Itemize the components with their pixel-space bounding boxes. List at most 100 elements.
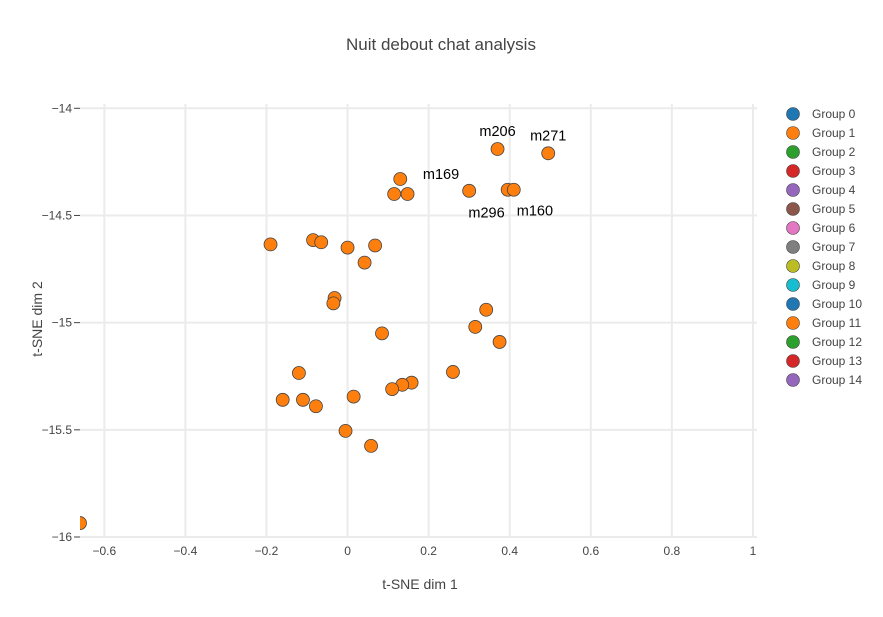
- x-tick-label: 0.2: [420, 544, 437, 558]
- scatter-point[interactable]: [462, 183, 477, 198]
- legend-label: Group 9: [812, 278, 856, 292]
- y-axis-title: t-SNE dim 2: [29, 281, 45, 357]
- scatter-point[interactable]: [400, 187, 415, 201]
- legend-marker: [786, 240, 800, 254]
- legend-item[interactable]: Group 12: [786, 335, 863, 349]
- y-tick-label: −14.5: [42, 208, 73, 222]
- legend-item[interactable]: Group 9: [786, 278, 856, 292]
- data-points: [74, 142, 556, 530]
- scatter-point[interactable]: [385, 382, 400, 396]
- x-tick-label: 0.4: [501, 544, 518, 558]
- legend[interactable]: Group 0 Group 1 Group 2 Group 3 Group 4 Group…: [786, 107, 863, 387]
- scatter-point[interactable]: [314, 235, 329, 250]
- legend-item[interactable]: Group 4: [786, 183, 856, 197]
- x-tick-label: 0.6: [582, 544, 599, 558]
- scatter-point[interactable]: [490, 142, 505, 156]
- legend-marker: [786, 259, 800, 273]
- scatter-point[interactable]: [346, 389, 361, 404]
- scatter-point[interactable]: [74, 516, 87, 530]
- x-tick-label: −0.6: [92, 544, 116, 558]
- legend-label: Group 6: [812, 221, 856, 235]
- scatter-point[interactable]: [492, 335, 507, 349]
- legend-item[interactable]: Group 6: [786, 221, 856, 235]
- legend-label: Group 12: [812, 335, 862, 349]
- y-tick-label: −14: [52, 101, 73, 115]
- point-annotation: m160: [517, 204, 553, 220]
- scatter-point[interactable]: [338, 423, 353, 438]
- legend-label: Group 1: [812, 126, 856, 140]
- scatter-point[interactable]: [387, 187, 402, 201]
- scatter-point[interactable]: [326, 296, 341, 311]
- scatter-point[interactable]: [393, 172, 408, 186]
- scatter-point[interactable]: [375, 326, 389, 341]
- x-tick-label: 1: [750, 544, 757, 558]
- legend-marker: [786, 202, 800, 216]
- legend-item[interactable]: Group 8: [786, 259, 856, 273]
- legend-item[interactable]: Group 5: [786, 202, 856, 216]
- scatter-point[interactable]: [275, 392, 290, 407]
- scatter-point[interactable]: [468, 320, 483, 334]
- x-tick-label: −0.4: [174, 544, 198, 558]
- legend-label: Group 8: [812, 259, 856, 273]
- legend-item[interactable]: Group 7: [786, 240, 856, 254]
- legend-item[interactable]: Group 2: [786, 145, 856, 159]
- legend-label: Group 4: [812, 183, 856, 197]
- y-tick-label: −16: [52, 530, 73, 544]
- legend-marker: [786, 373, 800, 387]
- scatter-point[interactable]: [368, 238, 383, 253]
- legend-label: Group 10: [812, 297, 862, 311]
- legend-marker: [786, 126, 800, 140]
- legend-label: Group 14: [812, 373, 862, 387]
- legend-marker: [786, 107, 800, 121]
- scatter-point[interactable]: [263, 237, 278, 252]
- scatter-point[interactable]: [506, 182, 521, 197]
- legend-marker: [786, 145, 800, 159]
- x-axis-title: t-SNE dim 1: [382, 576, 458, 592]
- legend-item[interactable]: Group 3: [786, 164, 856, 178]
- scatter-point[interactable]: [340, 240, 355, 255]
- scatter-point[interactable]: [309, 399, 323, 414]
- legend-marker: [786, 297, 800, 311]
- point-annotation: m271: [530, 128, 566, 144]
- legend-marker: [786, 164, 800, 178]
- legend-label: Group 0: [812, 107, 856, 121]
- legend-item[interactable]: Group 10: [786, 297, 863, 311]
- legend-label: Group 2: [812, 145, 856, 159]
- legend-label: Group 3: [812, 164, 856, 178]
- scatter-point[interactable]: [292, 366, 306, 380]
- legend-item[interactable]: Group 13: [786, 354, 863, 368]
- legend-label: Group 7: [812, 240, 856, 254]
- legend-label: Group 13: [812, 354, 862, 368]
- scatter-point[interactable]: [364, 438, 378, 453]
- legend-marker: [786, 183, 800, 197]
- point-annotation: m296: [468, 206, 504, 222]
- legend-item[interactable]: Group 0: [786, 107, 856, 121]
- x-tick-label: −0.2: [255, 544, 279, 558]
- chart-title: Nuit debout chat analysis: [346, 35, 536, 54]
- legend-item[interactable]: Group 14: [786, 373, 863, 387]
- legend-label: Group 11: [812, 316, 861, 330]
- point-annotation: m169: [423, 167, 459, 183]
- axes: −0.6 −0.4 −0.2 0 0.2 0.4 0.6 0.8 1 −14 −14.5 −15 −15…: [42, 101, 757, 558]
- legend-marker: [786, 354, 800, 368]
- legend-marker: [786, 335, 800, 349]
- legend-item[interactable]: Group 1: [786, 126, 856, 140]
- scatter-point[interactable]: [357, 255, 372, 270]
- scatter-point[interactable]: [479, 302, 494, 317]
- legend-marker: [786, 278, 800, 292]
- point-annotations: m206 m271 m169 m296 m160: [423, 124, 566, 222]
- x-tick-label: 0.8: [664, 544, 681, 558]
- x-tick-label: 0: [344, 544, 351, 558]
- point-annotation: m206: [479, 124, 515, 140]
- legend-marker: [786, 221, 800, 235]
- scatter-point[interactable]: [296, 392, 310, 407]
- legend-item[interactable]: Group 11: [786, 316, 862, 330]
- y-tick-label: −15.5: [42, 423, 73, 437]
- legend-marker: [786, 316, 800, 330]
- legend-label: Group 5: [812, 202, 856, 216]
- scatter-point[interactable]: [541, 146, 556, 161]
- y-tick-label: −15: [52, 316, 73, 330]
- grid-lines: [80, 104, 757, 538]
- scatter-point[interactable]: [446, 365, 460, 379]
